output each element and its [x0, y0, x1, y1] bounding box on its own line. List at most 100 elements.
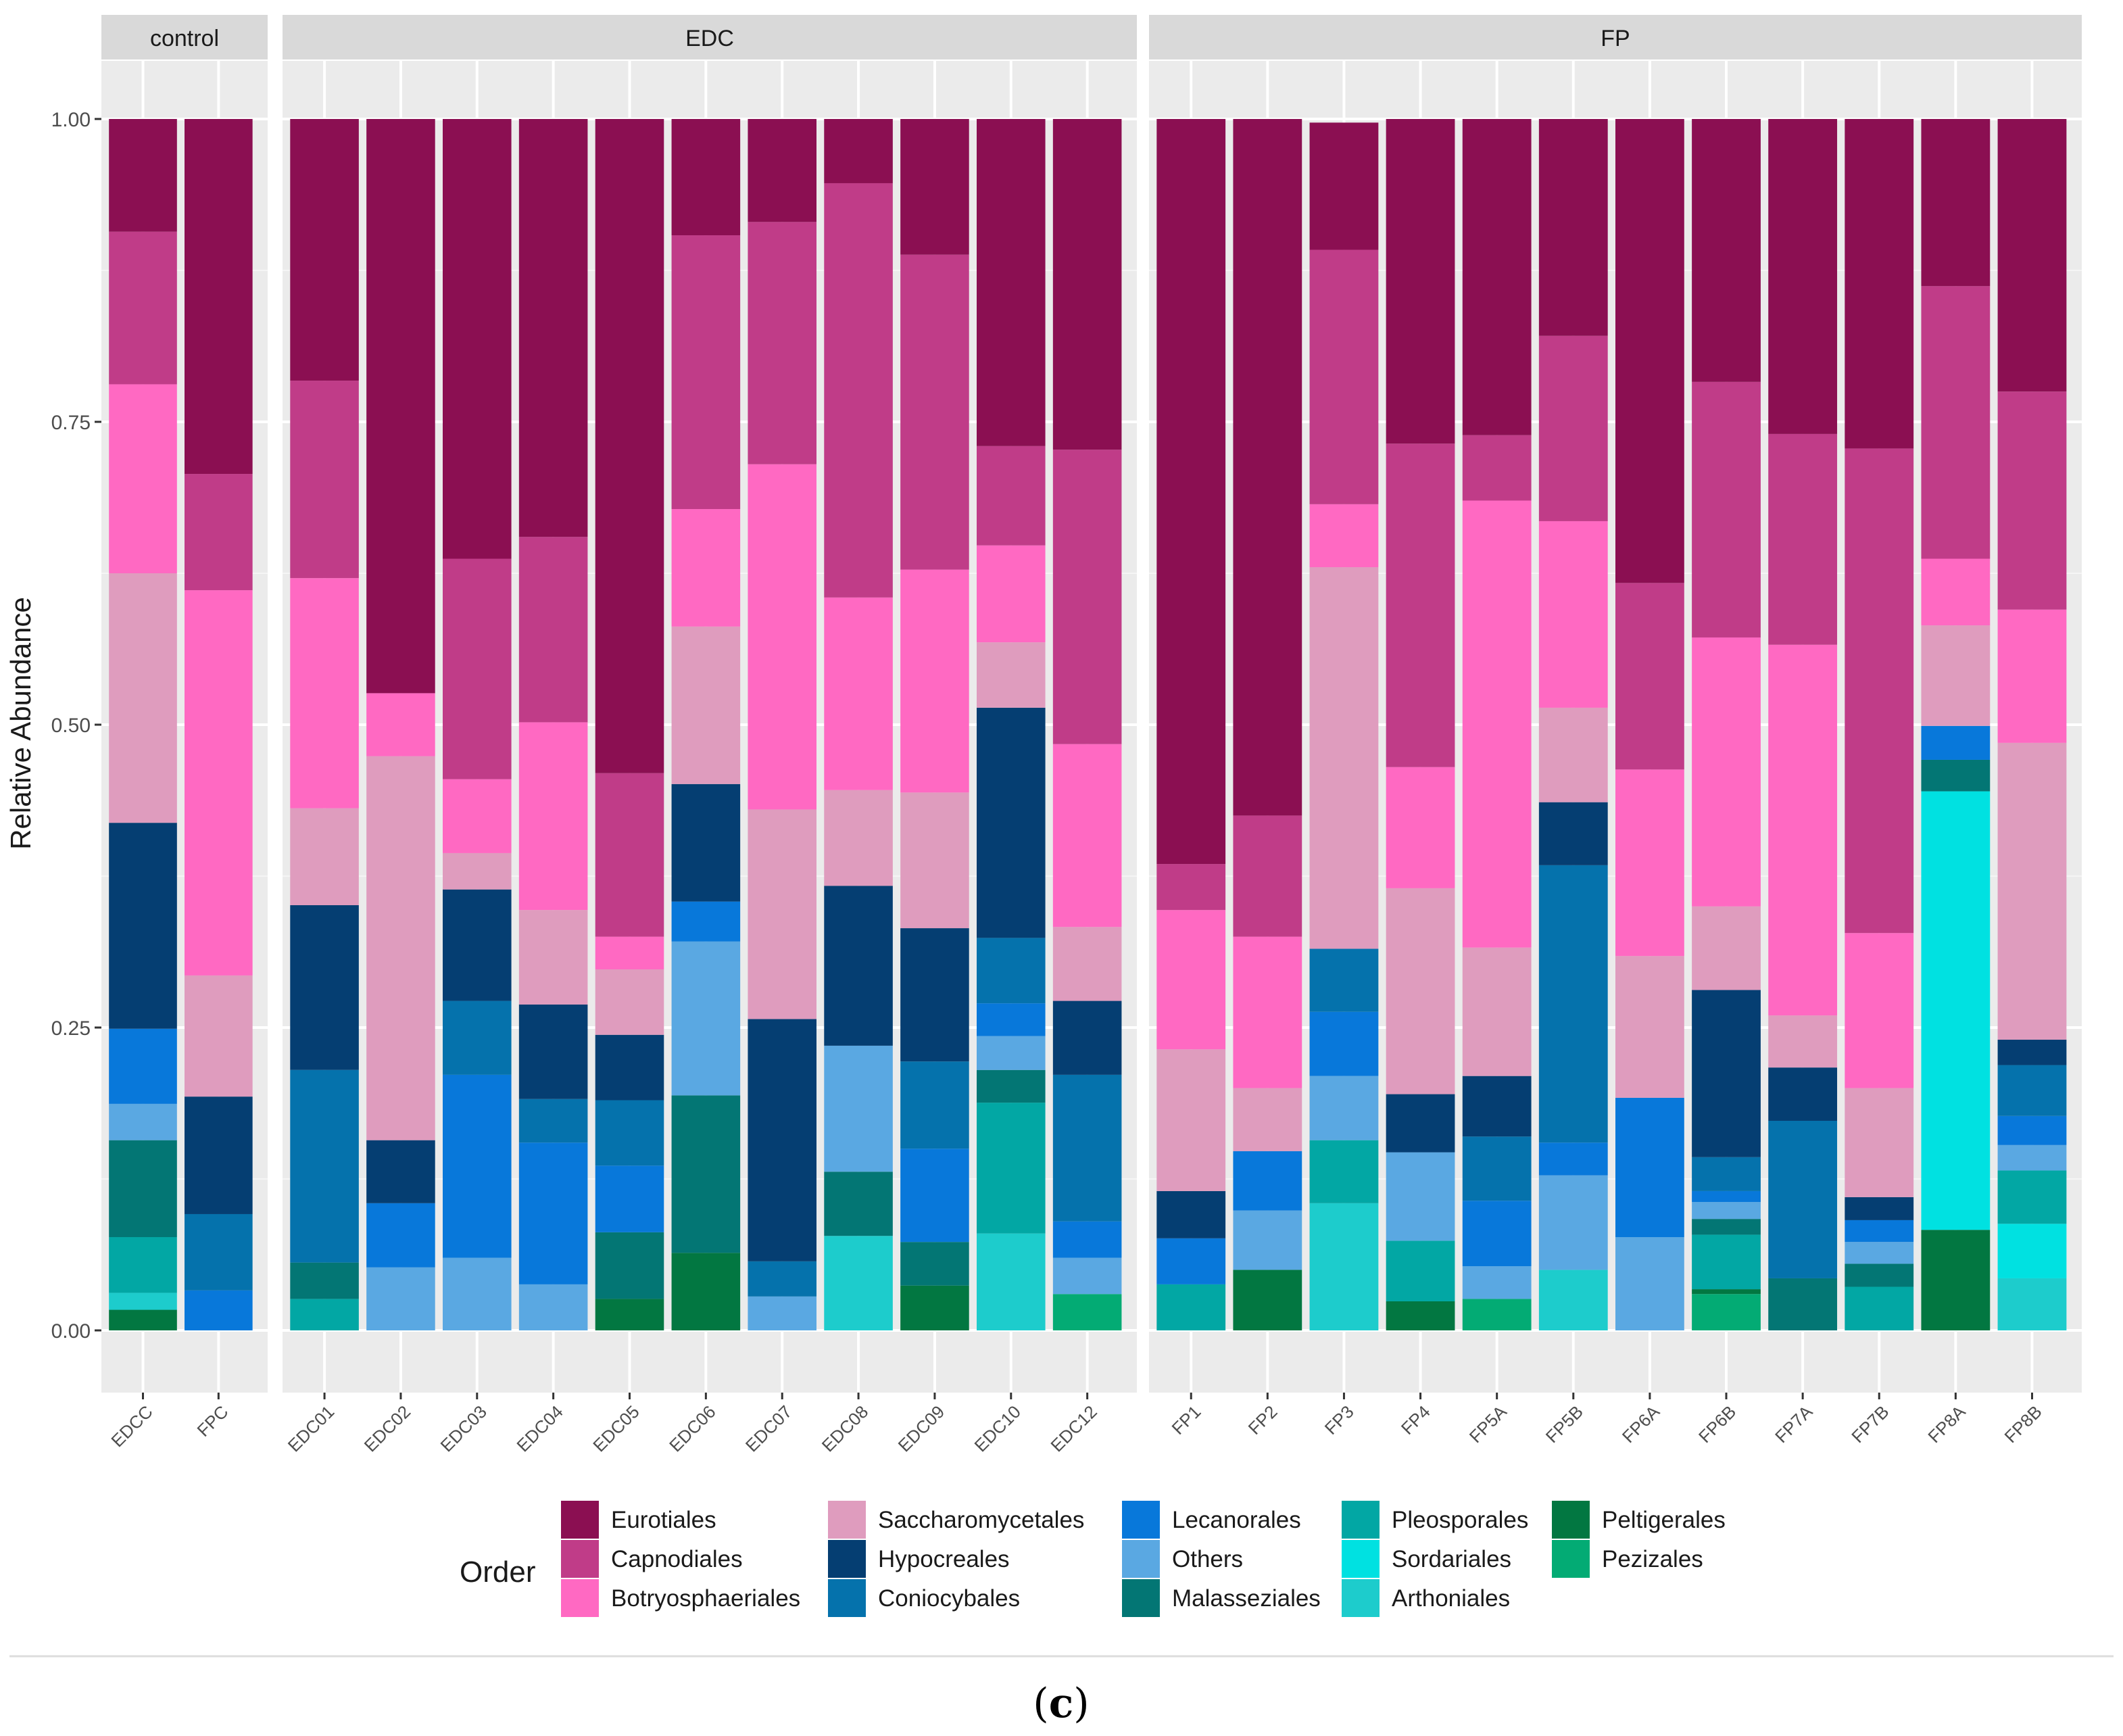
bar-segment-others	[671, 941, 741, 1096]
bar-segment-eurotiales	[671, 119, 741, 236]
bar-segment-capnodiales	[671, 235, 741, 510]
bar-segment-capnodiales	[1052, 450, 1122, 744]
bar-segment-pleosporales	[1997, 1170, 2067, 1224]
bar-segment-hypocreales	[824, 886, 893, 1046]
bar-segment-coniocybales	[518, 1099, 588, 1143]
bar-segment-hypocreales	[1538, 802, 1608, 865]
x-tick-label: EDCC	[107, 1401, 156, 1451]
x-tick-label: FP6A	[1618, 1401, 1664, 1447]
legend-key	[828, 1501, 866, 1539]
bar-segment-saccharomycetales	[366, 756, 435, 1140]
x-tick-label: EDC12	[1046, 1401, 1100, 1455]
bar-segment-others	[1997, 1144, 2067, 1171]
bar-segment-coniocybales	[1309, 948, 1379, 1012]
legend-label: Hypocreales	[878, 1546, 1010, 1572]
bar-edc10	[977, 119, 1046, 1330]
bar-segment-lecanorales	[595, 1165, 664, 1232]
bar-segment-lecanorales	[518, 1142, 588, 1284]
bar-segment-pleosporales	[109, 1237, 177, 1293]
caption-open: (	[1033, 1680, 1048, 1727]
bar-segment-sordariales	[1997, 1224, 2067, 1278]
bar-segment-hypocreales	[595, 1034, 664, 1101]
bar-segment-capnodiales	[1538, 335, 1608, 521]
bar-segment-saccharomycetales	[185, 975, 253, 1097]
bar-segment-others	[1386, 1152, 1455, 1241]
x-tick-label: FP3	[1321, 1401, 1358, 1439]
bar-edc04	[518, 119, 588, 1330]
legend-item-others: Others	[1122, 1540, 1243, 1578]
bar-segment-lecanorales	[1052, 1221, 1122, 1258]
bar-segment-eurotiales	[366, 119, 435, 694]
bar-segment-saccharomycetales	[1997, 742, 2067, 1040]
bar-segment-peltigerales	[1386, 1301, 1455, 1330]
bar-segment-botryosphaeriales	[290, 578, 359, 809]
bar-segment-malasseziales	[824, 1172, 893, 1236]
legend-item-botryosphaeriales: Botryosphaeriales	[561, 1579, 800, 1617]
legend-key	[1342, 1501, 1380, 1539]
bar-segment-capnodiales	[1309, 249, 1379, 504]
bar-segment-eurotiales	[185, 119, 253, 475]
bar-segment-lecanorales	[1538, 1142, 1608, 1176]
bar-segment-pezizales	[1052, 1294, 1122, 1330]
bar-segment-saccharomycetales	[595, 969, 664, 1035]
bar-segment-pezizales	[1462, 1299, 1532, 1330]
facet-strip	[101, 15, 268, 59]
bar-segment-capnodiales	[1768, 433, 1838, 645]
bar-edcc	[109, 119, 177, 1330]
bar-segment-coniocybales	[1768, 1120, 1838, 1278]
bar-segment-eurotiales	[1768, 119, 1838, 434]
bar-segment-peltigerales	[1692, 1289, 1761, 1295]
bar-segment-saccharomycetales	[1845, 1088, 1914, 1197]
bar-segment-botryosphaeriales	[366, 693, 435, 756]
bar-segment-capnodiales	[1233, 815, 1302, 937]
legend-label: Malasseziales	[1172, 1585, 1321, 1612]
x-tick-label: EDC09	[894, 1401, 948, 1455]
legend-item-hypocreales: Hypocreales	[828, 1540, 1010, 1578]
bar-segment-pleosporales	[1692, 1234, 1761, 1290]
bar-segment-saccharomycetales	[748, 809, 816, 1019]
bar-segment-lecanorales	[1692, 1190, 1761, 1203]
bar-segment-others	[1615, 1237, 1684, 1330]
bar-segment-hypocreales	[290, 905, 359, 1070]
bar-segment-botryosphaeriales	[1768, 644, 1838, 1016]
bar-segment-saccharomycetales	[824, 790, 893, 886]
bar-segment-hypocreales	[671, 783, 741, 902]
bar-fp4	[1386, 119, 1455, 1330]
legend-label: Capnodiales	[611, 1546, 743, 1572]
bar-segment-botryosphaeriales	[1615, 769, 1684, 957]
x-tick-label: FPC	[193, 1401, 233, 1441]
x-tick-label: FP2	[1244, 1401, 1282, 1439]
bar-segment-arthoniales	[1997, 1278, 2067, 1330]
bar-segment-saccharomycetales	[1052, 927, 1122, 1001]
legend-item-saccharomycetales: Saccharomycetales	[828, 1501, 1084, 1539]
bar-segment-coniocybales	[1538, 865, 1608, 1143]
bar-segment-botryosphaeriales	[443, 779, 512, 853]
x-tick-label: FP6B	[1694, 1401, 1740, 1447]
y-tick-label: 1.00	[51, 109, 91, 131]
bar-segment-botryosphaeriales	[1997, 609, 2067, 743]
bar-segment-coniocybales	[290, 1069, 359, 1263]
bar-segment-hypocreales	[977, 707, 1046, 938]
bar-segment-eurotiales	[443, 119, 512, 559]
bar-segment-pleosporales	[290, 1299, 359, 1330]
bar-segment-hypocreales	[518, 1004, 588, 1099]
bar-segment-capnodiales	[1692, 381, 1761, 637]
bar-segment-capnodiales	[595, 773, 664, 937]
bar-segment-capnodiales	[518, 537, 588, 723]
legend-label: Pleosporales	[1392, 1507, 1528, 1533]
bar-segment-saccharomycetales	[109, 573, 177, 823]
bar-segment-saccharomycetales	[1156, 1049, 1226, 1191]
bar-segment-peltigerales	[595, 1299, 664, 1330]
bar-segment-capnodiales	[1997, 391, 2067, 610]
x-tick-label: FP5A	[1465, 1401, 1511, 1447]
bar-segment-others	[977, 1036, 1046, 1070]
bar-segment-lecanorales	[1462, 1201, 1532, 1267]
bar-segment-botryosphaeriales	[977, 545, 1046, 643]
bar-segment-capnodiales	[443, 558, 512, 779]
bar-segment-botryosphaeriales	[595, 936, 664, 969]
caption-letter: c	[1049, 1680, 1074, 1727]
bar-edc03	[443, 119, 512, 1330]
y-tick-label: 0.75	[51, 412, 91, 434]
